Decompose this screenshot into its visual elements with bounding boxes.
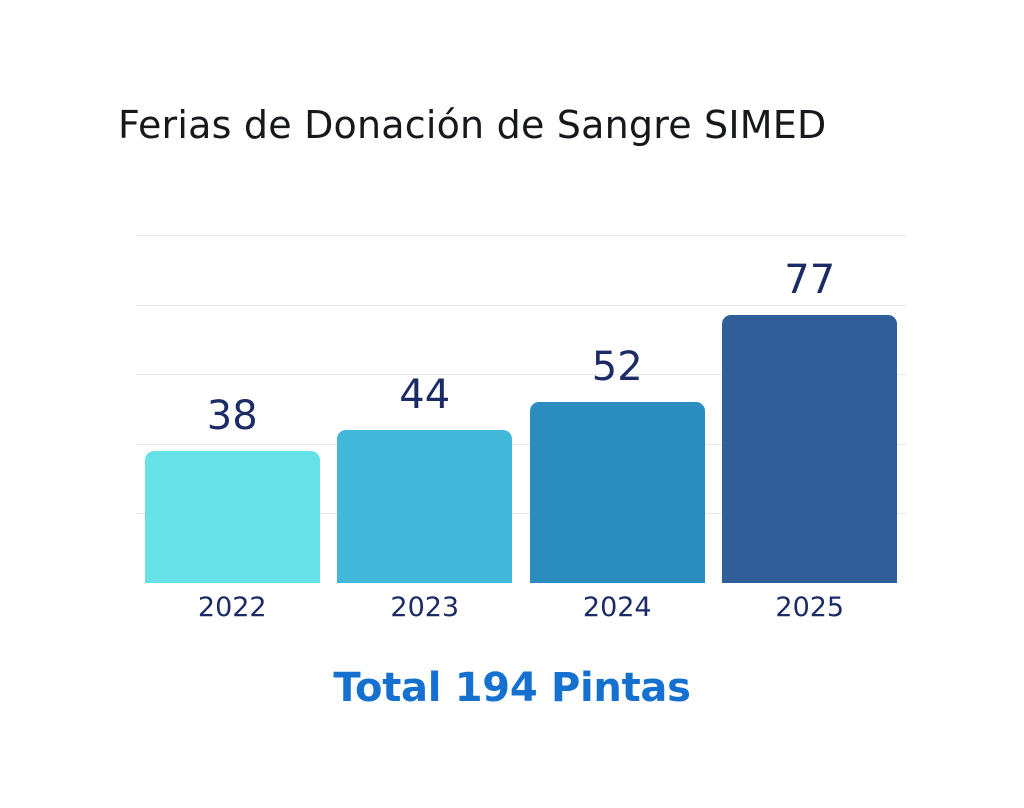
value-label-2023: 44 — [399, 371, 451, 418]
bar-2024[interactable] — [529, 402, 705, 583]
bar-2022[interactable] — [144, 450, 320, 583]
plot-area — [136, 235, 906, 583]
bars-layer — [136, 235, 906, 583]
value-label-2022: 38 — [206, 392, 258, 439]
gridlines — [136, 235, 906, 583]
category-label-2023: 2023 — [390, 592, 460, 623]
value-label-2024: 52 — [591, 344, 643, 391]
gridline — [136, 235, 906, 236]
total-annotation: Total 194 Pintas — [333, 665, 691, 711]
gridline — [136, 443, 906, 445]
gridline — [136, 304, 906, 306]
category-label-2025: 2025 — [775, 592, 845, 623]
chart-title: Ferias de Donación de Sangre SIMED — [118, 103, 827, 147]
bar-2023[interactable] — [337, 429, 513, 583]
category-label-2024: 2024 — [582, 592, 652, 623]
category-label-2022: 2022 — [197, 592, 267, 623]
gridline — [136, 513, 906, 515]
bar-2025[interactable] — [722, 315, 898, 583]
value-label-2025: 77 — [784, 257, 836, 304]
gridline — [136, 374, 906, 376]
